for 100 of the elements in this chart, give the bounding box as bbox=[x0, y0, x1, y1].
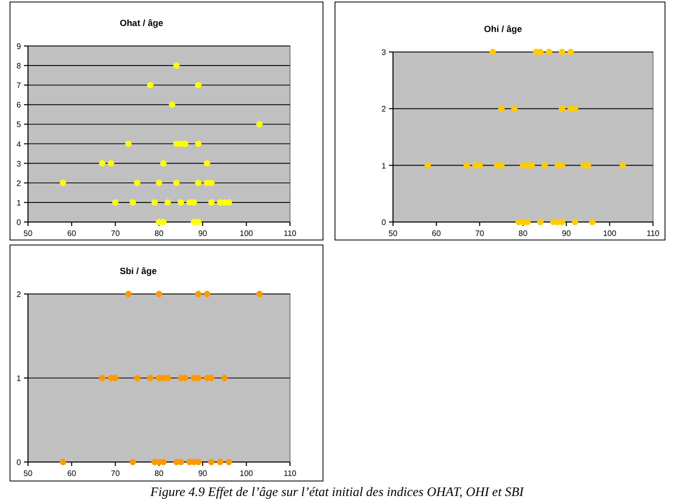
point bbox=[195, 218, 202, 226]
point bbox=[498, 162, 505, 169]
point bbox=[173, 62, 180, 69]
point bbox=[208, 374, 215, 382]
point bbox=[424, 162, 431, 169]
chart-title: Ohat / âge bbox=[120, 18, 164, 28]
point bbox=[537, 218, 544, 226]
point bbox=[160, 218, 167, 226]
point bbox=[208, 180, 215, 186]
y-tick-label: 1 bbox=[16, 374, 22, 383]
point bbox=[168, 101, 176, 108]
y-tick-label: 0 bbox=[16, 218, 22, 227]
point bbox=[112, 374, 119, 382]
point bbox=[125, 140, 132, 147]
point bbox=[151, 199, 158, 206]
x-tick-label: 70 bbox=[110, 469, 120, 478]
x-tick-label: 50 bbox=[24, 469, 33, 478]
point bbox=[182, 374, 188, 382]
point bbox=[208, 199, 215, 206]
point bbox=[164, 374, 171, 382]
point bbox=[190, 199, 198, 206]
point bbox=[130, 199, 136, 206]
point bbox=[195, 180, 202, 186]
x-tick-label: 90 bbox=[198, 469, 208, 478]
point bbox=[195, 140, 202, 147]
point bbox=[160, 160, 167, 167]
x-tick-label: 90 bbox=[198, 229, 208, 238]
point bbox=[156, 290, 162, 298]
point bbox=[195, 82, 202, 88]
x-tick-label: 110 bbox=[646, 229, 660, 238]
point bbox=[112, 199, 119, 206]
point bbox=[584, 162, 592, 169]
point bbox=[125, 290, 132, 298]
point bbox=[130, 458, 136, 466]
point bbox=[216, 458, 224, 466]
x-tick-label: 80 bbox=[154, 469, 164, 478]
x-tick-label: 100 bbox=[602, 229, 617, 238]
point bbox=[572, 218, 578, 226]
x-tick-label: 100 bbox=[240, 469, 254, 478]
point bbox=[226, 199, 232, 206]
y-tick-label: 4 bbox=[16, 140, 22, 149]
y-tick-label: 8 bbox=[16, 62, 22, 71]
y-tick-label: 1 bbox=[16, 198, 22, 208]
point bbox=[164, 199, 171, 206]
point bbox=[156, 180, 162, 186]
y-tick-label: 3 bbox=[16, 159, 22, 168]
y-tick-label: 7 bbox=[16, 81, 22, 90]
point bbox=[498, 105, 505, 112]
point bbox=[463, 162, 470, 169]
chart-title: Sbi / âge bbox=[120, 266, 157, 276]
point bbox=[541, 162, 548, 169]
point bbox=[256, 290, 263, 298]
x-tick-label: 60 bbox=[432, 229, 442, 238]
point bbox=[195, 374, 202, 382]
y-tick-label: 2 bbox=[16, 290, 22, 299]
point bbox=[108, 160, 114, 167]
caption: Figure 4.9 Effet de l’âge sur l’état initial des indices OHAT, OHI et SBI bbox=[149, 484, 524, 499]
x-tick-label: 80 bbox=[518, 229, 528, 238]
x-tick-label: 70 bbox=[110, 229, 120, 238]
y-tick-label: 1 bbox=[382, 161, 387, 170]
point bbox=[572, 105, 578, 112]
x-tick-label: 110 bbox=[284, 229, 297, 238]
point bbox=[204, 290, 210, 298]
y-tick-label: 9 bbox=[16, 42, 22, 51]
point bbox=[60, 180, 66, 186]
point bbox=[537, 48, 544, 56]
point bbox=[178, 199, 184, 206]
point bbox=[558, 162, 566, 169]
point bbox=[558, 105, 566, 112]
point bbox=[619, 162, 626, 169]
point bbox=[558, 48, 566, 56]
point bbox=[567, 48, 574, 56]
x-tick-label: 80 bbox=[154, 229, 164, 238]
point bbox=[99, 374, 106, 382]
y-tick-label: 2 bbox=[382, 104, 387, 114]
point bbox=[160, 458, 167, 466]
point bbox=[99, 160, 106, 167]
x-tick-label: 50 bbox=[24, 229, 33, 238]
point bbox=[60, 458, 66, 466]
point bbox=[221, 374, 228, 382]
point bbox=[195, 458, 202, 466]
x-tick-label: 110 bbox=[284, 469, 297, 478]
chart-title: Ohi / âge bbox=[484, 24, 522, 34]
point bbox=[589, 218, 596, 226]
y-tick-label: 0 bbox=[382, 218, 387, 227]
point bbox=[178, 458, 184, 466]
point bbox=[226, 458, 232, 466]
x-tick-label: 60 bbox=[67, 469, 77, 478]
point bbox=[134, 180, 140, 186]
x-tick-label: 70 bbox=[475, 229, 485, 238]
point bbox=[546, 48, 552, 56]
point bbox=[147, 82, 154, 88]
y-tick-label: 6 bbox=[16, 100, 22, 110]
y-tick-label: 5 bbox=[16, 120, 22, 130]
y-tick-label: 0 bbox=[16, 458, 22, 467]
point bbox=[489, 48, 496, 56]
x-tick-label: 90 bbox=[562, 229, 572, 238]
point bbox=[195, 290, 202, 298]
point bbox=[511, 105, 518, 112]
point bbox=[558, 218, 566, 226]
